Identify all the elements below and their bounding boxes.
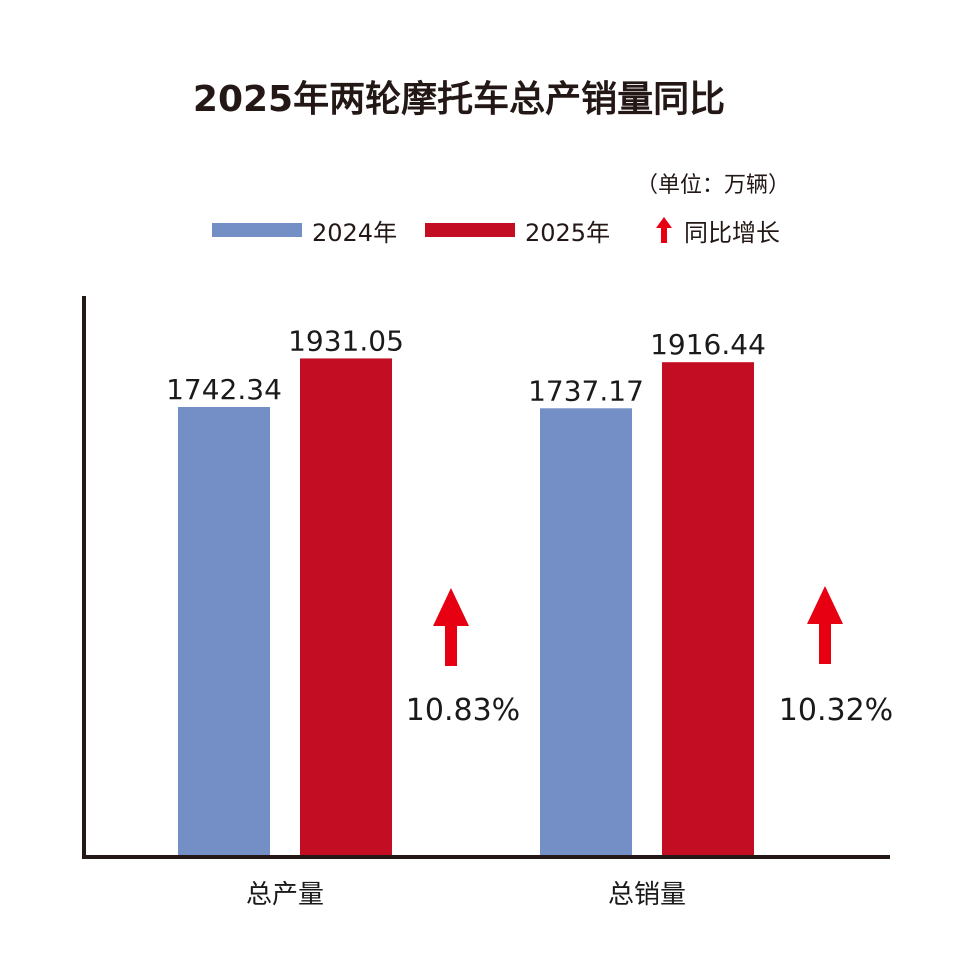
bar-value-label: 1916.44 [650, 328, 766, 361]
bar-2024-0 [178, 406, 270, 855]
bar-2024-1 [540, 408, 632, 855]
growth-value-label: 10.32% [779, 693, 893, 728]
bar-2025-0 [300, 358, 392, 855]
category-label: 总产量 [246, 880, 324, 910]
up-arrow-icon [656, 217, 672, 243]
legend-label-growth: 同比增长 [684, 218, 780, 247]
unit-label: （单位：万辆） [636, 173, 791, 198]
growth-value-label: 10.83% [406, 693, 520, 728]
legend-item-growth: 同比增长 [656, 212, 780, 248]
legend-label-2025: 2025年 [525, 218, 611, 247]
up-arrow-icon [807, 586, 843, 664]
legend: 2024年 2025年 同比增长 [0, 212, 970, 252]
legend-label-2024: 2024年 [312, 218, 398, 247]
legend-item-2025: 2025年 [425, 212, 610, 248]
legend-item-2024: 2024年 [212, 212, 397, 248]
bar-value-label: 1931.05 [288, 324, 404, 357]
bar-value-label: 1737.17 [528, 374, 644, 407]
red-swatch-icon [425, 223, 515, 237]
chart-axes [82, 296, 890, 859]
category-label: 总销量 [608, 880, 686, 910]
chart-title: 2025年两轮摩托车总产销量同比 [192, 79, 726, 120]
blue-swatch-icon [212, 223, 302, 237]
bar-value-label: 1742.34 [166, 373, 282, 406]
up-arrow-icon [433, 588, 469, 666]
bar-2025-1 [662, 362, 754, 855]
